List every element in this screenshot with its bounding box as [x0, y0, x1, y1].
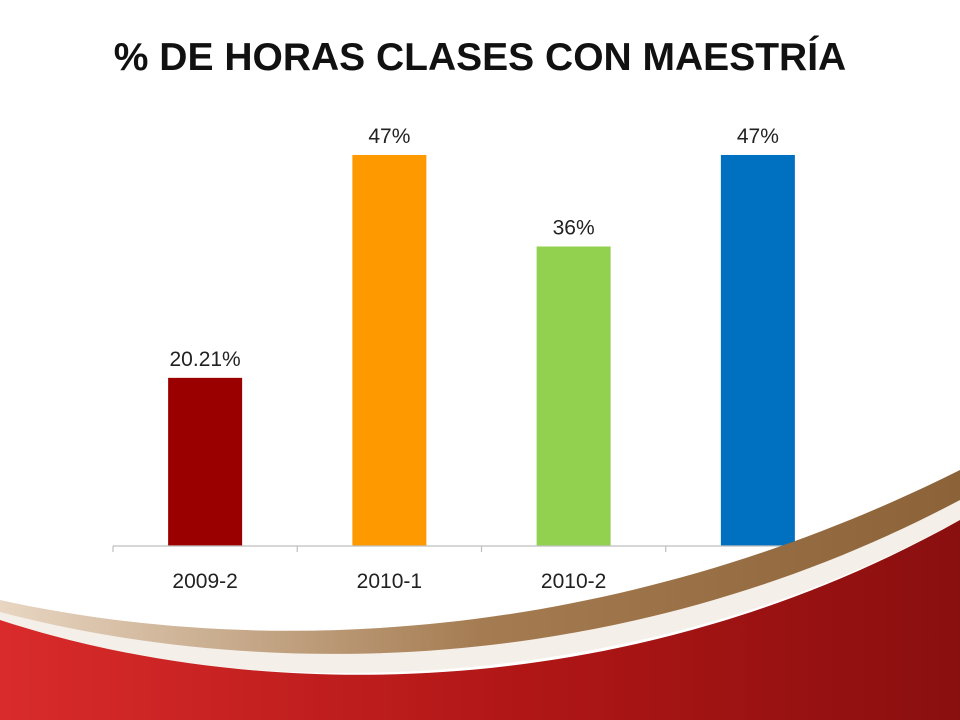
- bar-2009-2: [168, 377, 243, 546]
- bars-layer: [168, 154, 795, 547]
- white-band: [0, 500, 960, 673]
- tick-label-2010-2: 2010-2: [541, 570, 606, 593]
- tick-label-2009-2: 2009-2: [172, 570, 237, 593]
- bar-2011-1: [720, 154, 795, 546]
- data-label-2010-2: 36%: [553, 216, 595, 239]
- data-label-2011-1: 47%: [737, 125, 779, 148]
- gold-swoosh: [0, 470, 960, 663]
- red-wave: [0, 520, 960, 720]
- bar-2010-2: [536, 246, 611, 547]
- data-label-2010-1: 47%: [368, 125, 410, 148]
- tick-label-2010-1: 2010-1: [357, 570, 422, 593]
- data-labels-layer: 20.21% 47% 36% 47%: [170, 125, 779, 371]
- slide-title: % DE HORAS CLASES CON MAESTRÍA: [113, 36, 847, 79]
- bar-2010-1: [352, 154, 427, 546]
- data-label-2009-2: 20.21%: [170, 348, 241, 371]
